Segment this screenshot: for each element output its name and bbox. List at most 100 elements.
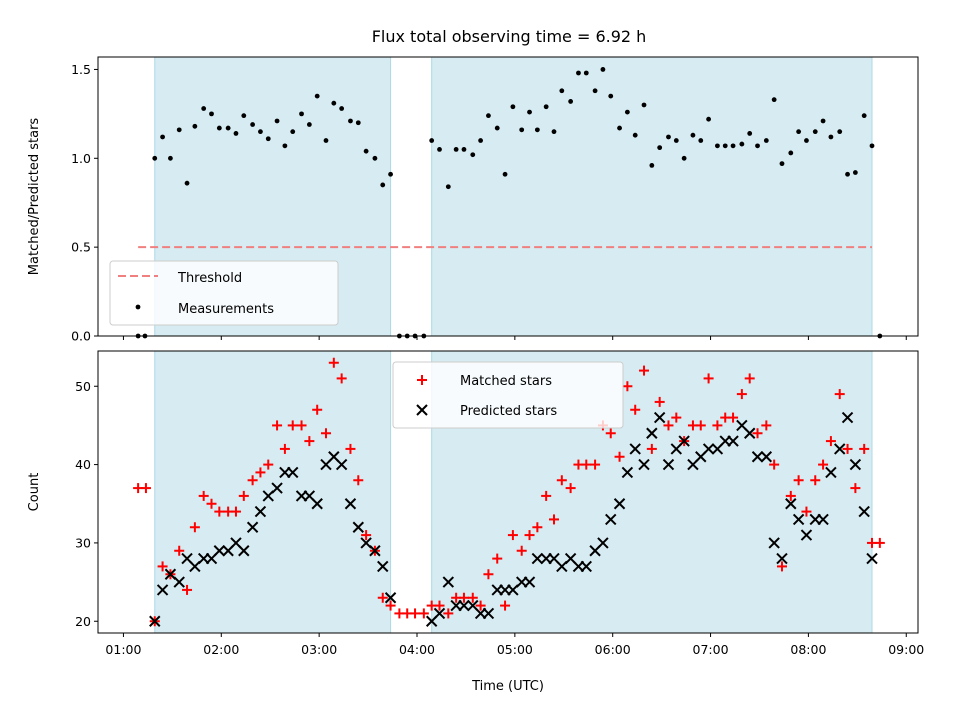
- predicted-point: [352, 521, 364, 533]
- measurement-point: [478, 138, 484, 143]
- predicted-point-b: [344, 498, 357, 510]
- predicted-point: [858, 505, 870, 518]
- ratio-legend: Threshold Measurements: [109, 260, 339, 326]
- matched-point: [263, 459, 274, 470]
- measurement-point: [534, 127, 540, 133]
- measurement-point: [812, 129, 818, 135]
- predicted-point: [377, 560, 389, 573]
- matched-point: [834, 389, 845, 400]
- measurement-point: [820, 118, 826, 124]
- measurement-point: [437, 147, 442, 152]
- measurement-point: [323, 138, 329, 143]
- measurement-point: [869, 143, 875, 149]
- matched-point: [500, 600, 511, 611]
- measurement-point: [568, 99, 574, 104]
- x-tick-label: 04:00: [399, 642, 435, 657]
- measurement-point: [306, 122, 312, 127]
- predicted-point: [531, 552, 544, 565]
- predicted-point-b: [352, 521, 364, 533]
- predicted-point-b: [768, 537, 780, 549]
- predicted-point: [605, 513, 617, 526]
- measurement-point: [788, 150, 794, 156]
- count-points: [133, 357, 885, 627]
- predicted-point-b: [377, 560, 389, 573]
- predicted-point: [246, 521, 259, 533]
- matched-point: [769, 459, 780, 470]
- measurement-point: [486, 113, 491, 119]
- x-tick-label: 02:00: [203, 642, 239, 657]
- measurement-point: [649, 163, 655, 168]
- matched-point: [174, 545, 185, 556]
- measurement-point: [429, 138, 435, 143]
- predicted-point-b: [254, 505, 267, 518]
- predicted-point: [580, 560, 592, 573]
- measurement-point: [551, 129, 557, 135]
- predicted-point: [287, 466, 299, 479]
- y-tick-label: 0.0: [71, 329, 91, 344]
- predicted-point-b: [433, 607, 446, 620]
- ratio-shaded-intervals: [154, 56, 873, 337]
- measurement-point: [828, 134, 834, 140]
- matched-point: [663, 420, 674, 431]
- matched-point: [695, 420, 706, 431]
- matched-point: [761, 420, 772, 431]
- predicted-point-b: [213, 545, 226, 557]
- measurement-point: [641, 102, 647, 108]
- measurement-point: [265, 136, 271, 142]
- predicted-point: [482, 607, 495, 620]
- measurement-point: [380, 182, 386, 188]
- predicted-point-b: [580, 560, 592, 573]
- measurement-point: [355, 120, 361, 126]
- measurement-point: [852, 170, 858, 175]
- legend-measurements-label: Measurements: [178, 302, 274, 317]
- measurement-point: [681, 155, 687, 161]
- matched-point: [507, 530, 518, 541]
- predicted-point-b: [825, 466, 837, 479]
- y-tick-label: 1.5: [71, 62, 91, 77]
- predicted-point-b: [849, 458, 862, 471]
- matched-point: [810, 475, 821, 486]
- count-legend: Matched stars Predicted stars: [392, 361, 624, 429]
- predicted-point-b: [776, 552, 788, 565]
- matched-point: [230, 506, 241, 517]
- measurement-point: [608, 93, 614, 99]
- measurement-point: [176, 127, 182, 133]
- predicted-point-b: [638, 458, 650, 471]
- legend-matched-mark: [417, 375, 427, 385]
- predicted-point: [849, 458, 862, 471]
- legend-predicted-label: Predicted stars: [460, 404, 557, 419]
- matched-point: [605, 428, 616, 439]
- measurement-point: [184, 180, 190, 186]
- predicted-point: [613, 498, 626, 510]
- legend-predicted-mark: [416, 404, 428, 416]
- matched-point: [850, 483, 861, 494]
- measurement-point: [209, 111, 214, 117]
- measurement-point: [250, 122, 256, 127]
- matched-point: [345, 443, 356, 454]
- legend-threshold-label: Threshold: [177, 271, 242, 286]
- measurement-point: [241, 113, 247, 119]
- predicted-point-b: [303, 490, 316, 502]
- predicted-point: [173, 576, 185, 588]
- predicted-point-b: [271, 482, 283, 494]
- predicted-point-b: [646, 427, 658, 439]
- measurement-point: [363, 148, 369, 154]
- matched-point: [336, 373, 347, 384]
- matched-point: [776, 561, 787, 572]
- measurement-point: [274, 118, 280, 124]
- predicted-point-b: [727, 435, 739, 447]
- measurement-point: [666, 134, 671, 140]
- measurement-point: [706, 116, 711, 122]
- predicted-point-b: [743, 427, 756, 439]
- y-tick-label: 1.0: [71, 151, 91, 166]
- measurement-point: [290, 129, 296, 135]
- predicted-point-b: [369, 545, 381, 557]
- matched-point: [639, 365, 650, 376]
- predicted-point: [817, 513, 829, 526]
- matched-point: [182, 584, 193, 595]
- predicted-point-b: [531, 552, 544, 565]
- measurement-point: [527, 109, 532, 115]
- matched-point: [581, 459, 592, 470]
